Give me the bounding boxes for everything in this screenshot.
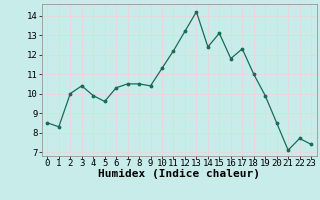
X-axis label: Humidex (Indice chaleur): Humidex (Indice chaleur) xyxy=(98,169,260,179)
